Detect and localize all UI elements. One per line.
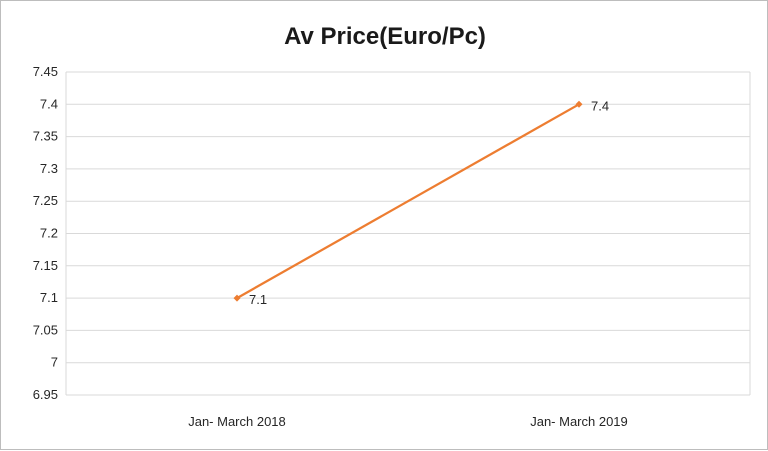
x-axis-ticks: Jan- March 2018 Jan- March 2019 — [188, 414, 628, 429]
y-tick-label: 7.05 — [33, 322, 58, 337]
y-tick-label: 7.4 — [40, 96, 58, 111]
data-label: 7.4 — [591, 98, 609, 113]
y-tick-label: 7.2 — [40, 226, 58, 241]
y-tick-label: 7.3 — [40, 161, 58, 176]
y-axis-ticks: 6.95 7 7.05 7.1 7.15 7.2 7.25 7.3 7.35 7.4 7.45 — [33, 64, 58, 402]
x-tick-label: Jan- March 2019 — [530, 414, 628, 429]
data-label: 7.1 — [249, 292, 267, 307]
y-tick-label: 7.35 — [33, 129, 58, 144]
y-tick-label: 7.45 — [33, 64, 58, 79]
series-group: 7.1 7.4 — [233, 98, 609, 307]
y-tick-label: 6.95 — [33, 387, 58, 402]
series-line — [236, 103, 580, 300]
x-tick-label: Jan- March 2018 — [188, 414, 286, 429]
y-tick-label: 7.25 — [33, 193, 58, 208]
data-point-marker — [233, 294, 241, 302]
chart-title: Av Price(Euro/Pc) — [284, 23, 486, 50]
gridlines — [65, 71, 751, 396]
data-point-marker — [575, 100, 583, 108]
y-tick-label: 7.1 — [40, 290, 58, 305]
y-tick-label: 7.15 — [33, 258, 58, 273]
y-tick-label: 7 — [51, 355, 58, 370]
